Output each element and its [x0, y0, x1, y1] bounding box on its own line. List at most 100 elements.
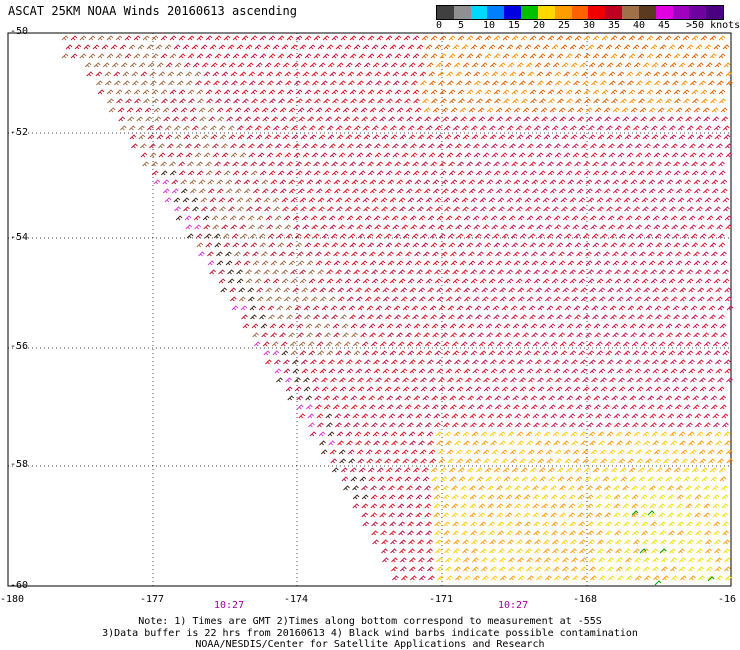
wind-barb: [723, 134, 731, 140]
wind-barb: [617, 575, 624, 581]
wind-barb: [536, 143, 543, 149]
wind-barb: [536, 449, 544, 455]
wind-barb: [366, 233, 374, 239]
wind-barb: [442, 116, 450, 122]
wind-barb: [454, 566, 461, 572]
wind-barb: [703, 503, 711, 509]
wind-barb: [417, 206, 424, 212]
wind-barb: [339, 80, 346, 86]
wind-barb: [580, 296, 588, 302]
wind-barb: [668, 125, 676, 131]
wind-barb: [536, 575, 543, 581]
wind-barb: [682, 89, 690, 95]
legend-swatch: [571, 6, 589, 19]
wind-barb: [194, 143, 201, 149]
wind-barb: [183, 134, 191, 140]
wind-barb: [406, 494, 414, 500]
wind-barb: [490, 296, 498, 302]
wind-barb: [457, 242, 465, 248]
wind-barb: [522, 260, 530, 266]
wind-barb: [221, 224, 229, 230]
wind-barb: [517, 287, 525, 293]
wind-barb: [574, 161, 581, 167]
wind-barb: [594, 179, 602, 185]
wind-barb: [426, 134, 434, 140]
wind-barb: [241, 35, 249, 41]
wind-barb: [664, 467, 672, 473]
wind-barb: [402, 458, 410, 464]
wind-barb: [466, 314, 473, 320]
wind-barb: [270, 332, 277, 338]
wind-barb: [677, 269, 684, 275]
wind-barb: [388, 413, 396, 419]
wind-barb: [186, 80, 193, 86]
wind-barb: [339, 458, 347, 464]
wind-barb: [494, 476, 502, 482]
wind-barb: [359, 323, 367, 329]
wind-barb: [420, 233, 428, 239]
wind-barb: [357, 80, 364, 86]
wind-barb: [356, 449, 364, 455]
wind-barb: [477, 260, 485, 266]
wind-barb: [299, 269, 306, 275]
wind-barb: [465, 305, 473, 311]
wind-barb: [426, 206, 433, 212]
wind-barb: [371, 197, 379, 203]
wind-barb: [656, 395, 664, 401]
wind-barb: [463, 557, 470, 563]
wind-barb: [445, 215, 453, 221]
wind-barb: [272, 269, 279, 275]
wind-barb: [306, 260, 314, 266]
wind-barb: [428, 152, 436, 158]
wind-barb: [371, 269, 378, 275]
wind-barb: [291, 206, 298, 212]
wind-barb: [491, 143, 498, 149]
wind-barb: [524, 269, 531, 275]
wind-barb: [694, 503, 702, 509]
wind-barb: [261, 251, 268, 257]
wind-barb: [430, 314, 437, 320]
wind-barb: [237, 62, 245, 68]
wind-barb: [275, 152, 283, 158]
wind-barb: [478, 503, 486, 509]
wind-barb: [267, 80, 274, 86]
wind-barb: [656, 404, 664, 410]
wind-barb: [406, 116, 414, 122]
wind-barb: [124, 89, 132, 95]
wind-barb: [405, 260, 413, 266]
wind-barb: [427, 440, 434, 446]
wind-barb: [393, 458, 401, 464]
wind-barb: [390, 62, 398, 68]
wind-barb: [131, 71, 139, 77]
wind-barb: [678, 431, 686, 437]
wind-barb: [521, 476, 529, 482]
wind-barb: [389, 278, 397, 284]
wind-barb: [652, 296, 660, 302]
wind-barb: [426, 62, 434, 68]
wind-barb: [360, 179, 368, 185]
wind-barb: [507, 548, 514, 554]
wind-barb: [539, 404, 547, 410]
wind-barb: [386, 323, 394, 329]
wind-barb: [579, 539, 586, 545]
wind-barb: [585, 107, 593, 113]
wind-barb: [337, 440, 344, 446]
wind-barb: [551, 422, 558, 428]
wind-barb: [263, 350, 271, 356]
wind-barb: [622, 116, 630, 122]
wind-barb: [336, 62, 344, 68]
wind-barb: [690, 386, 698, 392]
wind-barb: [512, 323, 520, 329]
wind-barb: [370, 503, 378, 509]
wind-barb: [603, 107, 611, 113]
wind-barb: [538, 161, 545, 167]
wind-barb: [570, 548, 577, 554]
wind-barb: [668, 422, 675, 428]
wind-barb: [339, 233, 347, 239]
wind-barb: [347, 449, 355, 455]
wind-barb: [684, 332, 691, 338]
wind-barb: [694, 512, 702, 518]
wind-barb: [258, 305, 266, 311]
wind-barb: [492, 377, 499, 383]
wind-barb: [427, 359, 434, 365]
